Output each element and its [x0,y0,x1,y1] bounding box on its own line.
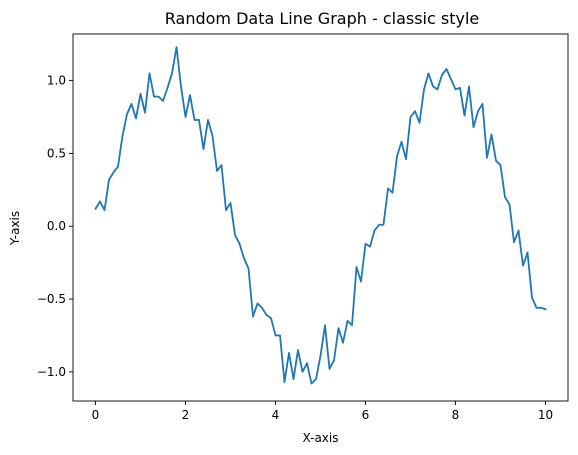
y-axis-label: Y-axis [8,211,22,246]
y-tick-label: −0.5 [37,292,66,306]
plot-area [94,46,547,385]
axes: 0 2 4 6 8 10 −1.0 −0.5 0.0 0.5 1.0 [37,33,569,422]
axes-frame [72,33,569,402]
x-tick-label: 4 [272,408,280,422]
chart-title: Random Data Line Graph - classic style [165,9,479,28]
x-tick-label: 10 [538,408,553,422]
series-line-0 [94,46,547,385]
y-tick-label: 1.0 [47,74,66,88]
x-tick-label: 2 [182,408,190,422]
y-tick-label: 0.0 [47,219,66,233]
x-tick-label: 6 [362,408,370,422]
y-tick-label: −1.0 [37,365,66,379]
x-tick-label: 0 [92,408,100,422]
y-tick-label: 0.5 [47,146,66,160]
x-axis-label: X-axis [303,431,339,445]
x-tick-label: 8 [452,408,460,422]
